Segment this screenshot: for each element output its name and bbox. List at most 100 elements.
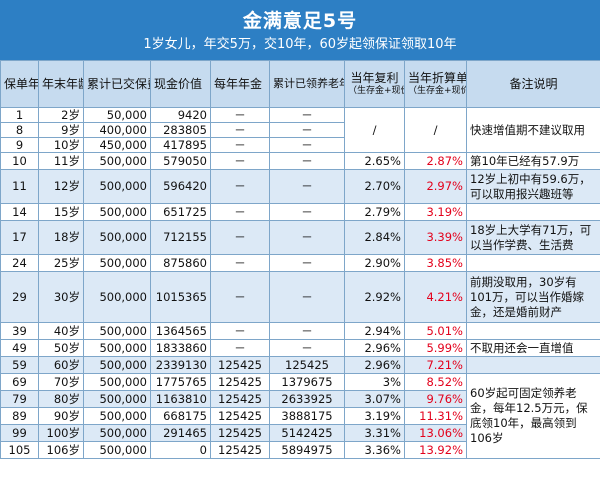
cell-simple: 8.52% [404, 373, 467, 391]
cell-compound: 2.84% [344, 220, 405, 255]
cell-annuity: 125425 [210, 407, 270, 425]
cell-year: 24 [0, 254, 39, 272]
cell-cumulative: － [269, 322, 345, 340]
cell-note: 12岁上初中有59.6万，可以取用报兴趣班等 [466, 169, 600, 204]
cell-simple: 13.92% [404, 441, 467, 459]
header-simple-main: 当年折算单利 [408, 71, 466, 85]
cell-cash-value: 1775765 [150, 373, 211, 391]
cell-compound: 3.36% [344, 441, 405, 459]
cell-cumulative: － [269, 152, 345, 170]
header-compound-sub: （生存金+现价） [348, 86, 404, 96]
cell-cash-value: 1163810 [150, 390, 211, 408]
cell-cumulative: 3888175 [269, 407, 345, 425]
cell-year: 89 [0, 407, 39, 425]
cell-simple: 9.76% [404, 390, 467, 408]
cell-annuity: － [210, 339, 270, 357]
cell-paid: 500,000 [83, 407, 151, 425]
cell-age: 90岁 [38, 407, 84, 425]
cell-cash-value: 651725 [150, 203, 211, 221]
cell-cash-value: 668175 [150, 407, 211, 425]
cell-annuity: － [210, 137, 270, 153]
header-paid: 累计已交保费 [83, 60, 151, 108]
cell-cash-value: 1015365 [150, 271, 211, 323]
table-row: 11 12岁 500,000 596420 －－ 2.70% 2.97% 12岁上初中有59.… [0, 169, 600, 204]
cell-paid: 500,000 [83, 339, 151, 357]
cell-cash-value: 2339130 [150, 356, 211, 374]
cell-year: 11 [0, 169, 39, 204]
cell-note: 快速增值期不建议取用 [466, 107, 600, 153]
cell-annuity: － [210, 152, 270, 170]
cell-simple: 5.99% [404, 339, 467, 357]
cell-year: 17 [0, 220, 39, 255]
header-banner: 金满意足5号 1岁女儿，年交5万，交10年，60岁起领保证领取10年 [0, 0, 600, 60]
cell-age: 10岁 [38, 137, 84, 153]
cell-paid: 500,000 [83, 322, 151, 340]
cell-annuity: － [210, 322, 270, 340]
cell-compound: 2.65% [344, 152, 405, 170]
header-simple-sub: （生存金+现价） [408, 86, 466, 96]
header-annuity: 每年年金（年末） [210, 60, 270, 108]
cell-year: 9 [0, 137, 39, 153]
cell-annuity: 125425 [210, 441, 270, 459]
table-row: 39 40岁 500,000 1364565 －－ 2.94% 5.01% [0, 322, 600, 340]
cell-note: 18岁上大学有71万，可以当作学费、生活费 [466, 220, 600, 255]
cell-age: 9岁 [38, 122, 84, 138]
cell-cumulative: － [269, 122, 345, 138]
cell-compound: 2.70% [344, 169, 405, 204]
cell-cumulative: 5142425 [269, 424, 345, 442]
cell-compound: 3.31% [344, 424, 405, 442]
cell-annuity: － [210, 122, 270, 138]
cell-annuity: 125425 [210, 373, 270, 391]
cell-annuity: － [210, 220, 270, 255]
cell-age: 100岁 [38, 424, 84, 442]
cell-year: 69 [0, 373, 39, 391]
table-row: 9 10岁 450,000 417895 －－ [0, 137, 600, 153]
cell-cumulative: － [269, 107, 345, 123]
cell-cumulative: 1379675 [269, 373, 345, 391]
cell-compound: 3.07% [344, 390, 405, 408]
cell-age: 25岁 [38, 254, 84, 272]
cell-cash-value: 283805 [150, 122, 211, 138]
table-header-row: 保单年度 年末年龄 累计已交保费 现金价值（年末） 每年年金（年末） 累计已领养… [0, 60, 600, 108]
cell-paid: 450,000 [83, 137, 151, 153]
table-row: 89 90岁 500,000 668175 125425 3888175 3.19% 11.3… [0, 407, 600, 425]
cell-compound: 2.79% [344, 203, 405, 221]
cell-compound: 2.90% [344, 254, 405, 272]
cell-note [466, 203, 600, 221]
cell-age: 15岁 [38, 203, 84, 221]
cell-simple: 5.01% [404, 322, 467, 340]
cell-cumulative: － [269, 203, 345, 221]
cell-cumulative: － [269, 169, 345, 204]
cell-note: 前期没取用，30岁有101万，可以当作婚嫁金，还是婚前财产 [466, 271, 600, 323]
cell-simple: 4.21% [404, 271, 467, 323]
table-row: 29 30岁 500,000 1015365 －－ 2.92% 4.21% 前期没取用，30岁… [0, 271, 600, 323]
table-row: 14 15岁 500,000 651725 －－ 2.79% 3.19% [0, 203, 600, 221]
cell-cash-value: 0 [150, 441, 211, 459]
cell-cash-value: 579050 [150, 152, 211, 170]
cell-annuity: 125425 [210, 424, 270, 442]
cell-cumulative: － [269, 271, 345, 323]
cell-compound: 3% [344, 373, 405, 391]
table-body: 1 2岁 50,000 9420 －－ / / 快速增值期不建议取用 8 9岁 400,000 283… [0, 107, 600, 459]
cell-note: 不取用还会一直增值 [466, 339, 600, 357]
cell-age: 70岁 [38, 373, 84, 391]
header-year: 保单年度 [0, 60, 39, 108]
header-age: 年末年龄 [38, 60, 84, 108]
cell-cash-value: 291465 [150, 424, 211, 442]
table-row: 59 60岁 500,000 2339130 125425 125425 2.96% 7.21… [0, 356, 600, 374]
cell-year: 1 [0, 107, 39, 123]
cell-annuity: － [210, 169, 270, 204]
cell-cumulative: － [269, 220, 345, 255]
cell-cumulative: 2633925 [269, 390, 345, 408]
cell-simple: 2.97% [404, 169, 467, 204]
cell-annuity: － [210, 271, 270, 323]
cell-compound: 2.94% [344, 322, 405, 340]
table-row: 105 106岁 500,000 0 125425 5894975 3.36% 13.92% [0, 441, 600, 459]
cell-annuity: 125425 [210, 390, 270, 408]
cell-year: 10 [0, 152, 39, 170]
cell-paid: 500,000 [83, 254, 151, 272]
cell-compound: / [344, 107, 405, 153]
cell-paid: 500,000 [83, 169, 151, 204]
cell-cumulative: － [269, 137, 345, 153]
header-notes: 备注说明 [466, 60, 600, 108]
